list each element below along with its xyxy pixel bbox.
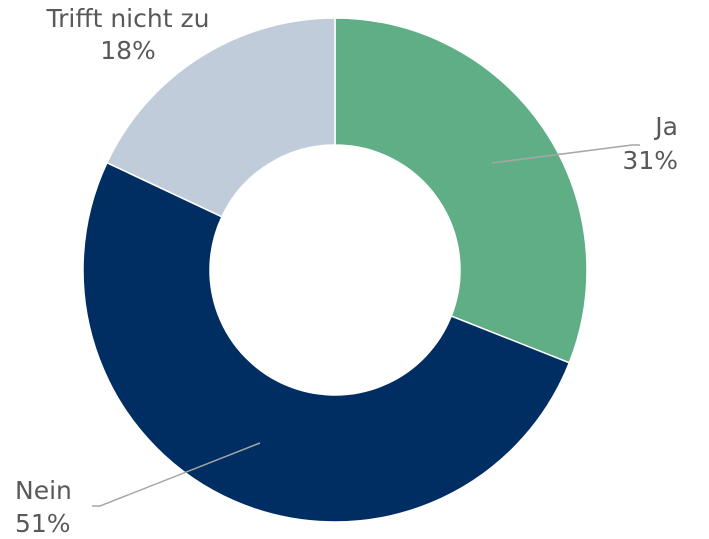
- donut-segment: [105, 17, 336, 218]
- value-label: 31%: [622, 146, 678, 175]
- value-label: 51%: [15, 509, 71, 538]
- value-label: 18%: [100, 36, 156, 65]
- category-label: Ja: [653, 112, 678, 141]
- leader-line: [92, 442, 261, 507]
- donut-segment: [82, 161, 571, 523]
- category-label: Nein: [15, 476, 72, 505]
- leader-line: [491, 144, 640, 164]
- category-label: Trifft nicht zu: [46, 4, 210, 33]
- donut-segment: [334, 17, 588, 364]
